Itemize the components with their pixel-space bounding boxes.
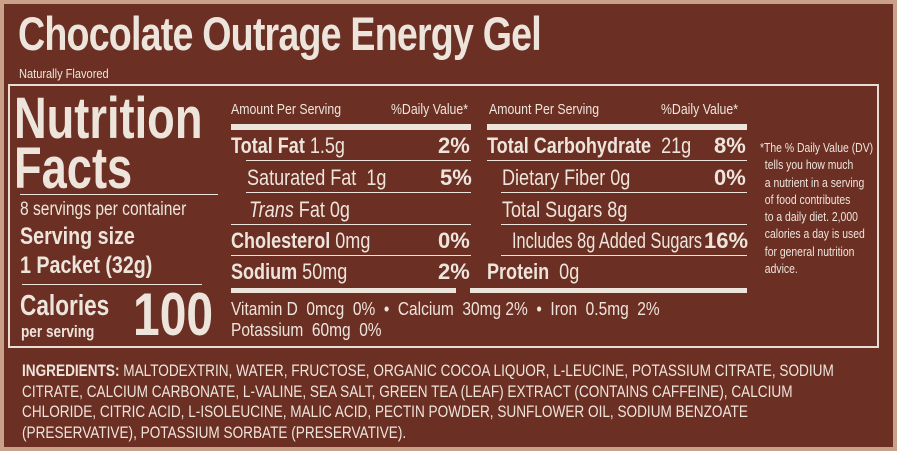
ingredients-text: MALTODEXTRIN, WATER, FRUCTOSE, ORGANIC C… xyxy=(22,361,834,442)
nutrient-saturated-fat: Saturated Fat 1g xyxy=(247,165,387,190)
divider xyxy=(487,160,747,161)
label-panel xyxy=(4,4,893,447)
thick-rule xyxy=(231,124,471,130)
nutrient-added-sugars: Includes 8g Added Sugars xyxy=(512,228,703,253)
thick-rule xyxy=(487,124,747,130)
nutrient-dietary-fiber: Dietary Fiber 0g xyxy=(502,165,631,190)
nutrient-sodium: Sodium 50mg xyxy=(231,259,348,284)
product-subtitle: Naturally Flavored xyxy=(19,66,109,81)
divider xyxy=(501,255,747,256)
servings-per-container: 8 servings per container xyxy=(20,199,187,220)
col2-header-dv: %Daily Value* xyxy=(661,101,739,118)
divider xyxy=(231,224,471,225)
thick-rule xyxy=(231,288,456,293)
nutrition-facts-heading: Nutrition Facts xyxy=(14,86,203,201)
divider xyxy=(246,192,471,193)
divider xyxy=(231,255,471,256)
divider xyxy=(501,224,747,225)
vitamins-line-1: Vitamin D 0mcg 0% • Calcium 30mg 2% • Ir… xyxy=(231,299,660,319)
dv-added-sugars: 16% xyxy=(704,228,749,253)
dv-cholesterol: 0% xyxy=(438,228,470,253)
col1-header-dv: %Daily Value* xyxy=(391,101,469,118)
heading-line-1: Nutrition xyxy=(14,86,203,151)
serving-size-label: Serving size xyxy=(20,223,135,250)
vitamins-line-2: Potassium 60mg 0% xyxy=(231,320,382,340)
dv-dietary-fiber: 0% xyxy=(714,165,746,190)
nutrient-cholesterol: Cholesterol 0mg xyxy=(231,228,371,253)
product-title: Chocolate Outrage Energy Gel xyxy=(18,7,542,60)
nutrient-total-sugars: Total Sugars 8g xyxy=(502,197,628,222)
divider xyxy=(501,192,747,193)
nutrient-total-fat: Total Fat 1.5g xyxy=(231,133,345,158)
nutrition-facts-box xyxy=(8,84,879,348)
calories-value: 100 xyxy=(133,281,214,348)
ingredients-list: INGREDIENTS: MALTODEXTRIN, WATER, FRUCTO… xyxy=(22,361,854,443)
serving-size-value: 1 Packet (32g) xyxy=(20,252,153,279)
divider xyxy=(20,194,218,195)
dv-sodium: 2% xyxy=(438,259,470,284)
nutrient-trans-fat: Trans Fat 0g xyxy=(249,197,350,222)
nutrient-total-carbohydrate: Total Carbohydrate 21g xyxy=(487,133,692,158)
nutrient-protein: Protein 0g xyxy=(487,259,580,284)
dv-total-carbohydrate: 8% xyxy=(714,133,746,158)
dv-total-fat: 2% xyxy=(438,133,470,158)
heading-line-2: Facts xyxy=(14,136,133,201)
calories-per-serving: per serving xyxy=(21,322,95,341)
dv-saturated-fat: 5% xyxy=(440,165,472,190)
ingredients-label: INGREDIENTS: xyxy=(22,361,120,380)
daily-value-footnote: *The % Daily Value (DV) tells you how mu… xyxy=(760,140,874,277)
thick-rule xyxy=(470,288,747,293)
divider xyxy=(246,160,471,161)
divider xyxy=(22,284,202,285)
calories-label: Calories xyxy=(20,290,110,322)
col2-header-amount: Amount Per Serving xyxy=(489,101,600,118)
col1-header-amount: Amount Per Serving xyxy=(231,101,342,118)
